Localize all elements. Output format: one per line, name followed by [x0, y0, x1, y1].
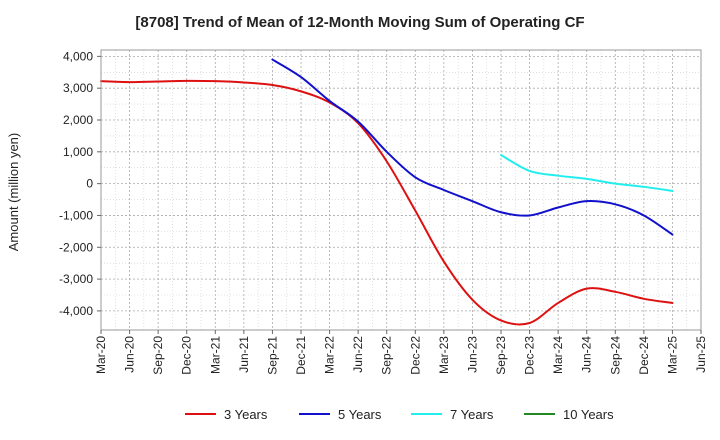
grid	[101, 50, 701, 330]
y-tick-label: -2,000	[59, 240, 93, 254]
x-tick-label: Dec-21	[294, 336, 308, 375]
y-tick-label: -1,000	[59, 208, 93, 222]
x-tick-label: Mar-25	[665, 336, 679, 374]
x-tick-label: Jun-22	[351, 336, 365, 373]
x-tick-label: Dec-24	[637, 336, 651, 375]
legend-label-3-years: 3 Years	[224, 407, 268, 422]
x-tick-label: Dec-20	[180, 336, 194, 375]
x-tick-label: Mar-24	[551, 336, 565, 374]
y-axis-ticks: 4,000 3,000 2,000 1,000 0 -1,000 -2,000 -3,000 -…	[59, 49, 101, 318]
x-tick-label: Sep-21	[265, 336, 279, 375]
x-tick-label: Sep-20	[151, 336, 165, 375]
x-tick-label: Jun-23	[465, 336, 479, 373]
series-line-7-years	[500, 154, 674, 192]
y-tick-label: 1,000	[63, 145, 93, 159]
legend: 3 Years 5 Years 7 Years 10 Years	[185, 407, 614, 422]
x-axis-ticks: Mar-20 Jun-20 Sep-20 Dec-20 Mar-21 Jun-21 Sep-…	[94, 330, 708, 375]
x-tick-label: Mar-21	[208, 336, 222, 374]
y-tick-label: 0	[86, 177, 93, 191]
chart-title: [8708] Trend of Mean of 12-Month Moving …	[135, 14, 584, 31]
x-tick-label: Dec-23	[523, 336, 537, 375]
x-tick-label: Mar-20	[94, 336, 108, 374]
x-tick-label: Jun-21	[237, 336, 251, 373]
y-tick-label: 2,000	[63, 113, 93, 127]
x-tick-label: Dec-22	[408, 336, 422, 375]
y-axis-label: Amount (million yen)	[6, 133, 21, 252]
x-tick-label: Sep-23	[494, 336, 508, 375]
x-tick-label: Mar-22	[323, 336, 337, 374]
series-lines	[100, 58, 674, 326]
y-tick-label: 3,000	[63, 81, 93, 95]
x-tick-label: Jun-24	[580, 336, 594, 373]
y-tick-label: 4,000	[63, 49, 93, 63]
x-tick-label: Sep-22	[380, 336, 394, 375]
x-tick-label: Sep-24	[608, 336, 622, 375]
x-tick-label: Mar-23	[437, 336, 451, 374]
y-tick-label: -3,000	[59, 272, 93, 286]
x-tick-label: Jun-25	[694, 336, 708, 373]
plot-area-frame	[100, 49, 702, 331]
series-line-5-years	[271, 58, 674, 236]
series-line-3-years	[100, 79, 674, 326]
x-tick-label: Jun-20	[123, 336, 137, 373]
y-tick-label: -4,000	[59, 304, 93, 318]
legend-label-5-years: 5 Years	[338, 407, 382, 422]
legend-label-10-years: 10 Years	[563, 407, 614, 422]
legend-label-7-years: 7 Years	[450, 407, 494, 422]
